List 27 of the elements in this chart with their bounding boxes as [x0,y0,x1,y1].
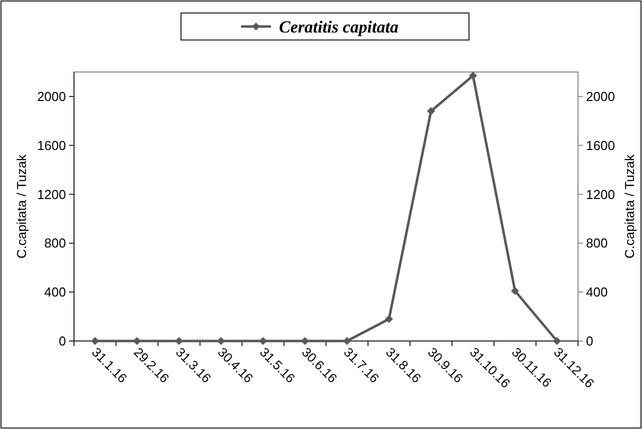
y2-tick-label: 2000 [586,89,615,104]
point [301,337,309,345]
point [427,107,435,116]
point [259,337,267,345]
point [511,286,519,295]
point [553,337,561,345]
y-tick-label: 400 [44,284,66,300]
point [469,72,477,80]
point [133,337,141,345]
y2-axis-title: C.capitata / Tuzak [622,154,637,259]
y-tick-label: 800 [44,236,66,251]
y-tick-label: 1600 [37,138,66,153]
point [343,337,351,345]
y-tick-label: 2000 [37,89,66,104]
point [385,314,393,323]
y2-tick-label: 0 [586,334,594,349]
point [217,337,225,345]
y2-tick-label: 1200 [586,186,615,202]
y-tick-label: 0 [58,334,66,349]
y2-tick-label: 1600 [586,138,615,153]
legend-label: Ceratitis capitata [279,17,399,36]
point [91,337,99,345]
point [175,337,183,345]
y-tick-label: 1200 [37,186,66,202]
y2-tick-label: 400 [586,284,608,300]
y2-tick-label: 800 [586,236,608,251]
y-axis-title: C.capitata / Tuzak [14,154,29,259]
